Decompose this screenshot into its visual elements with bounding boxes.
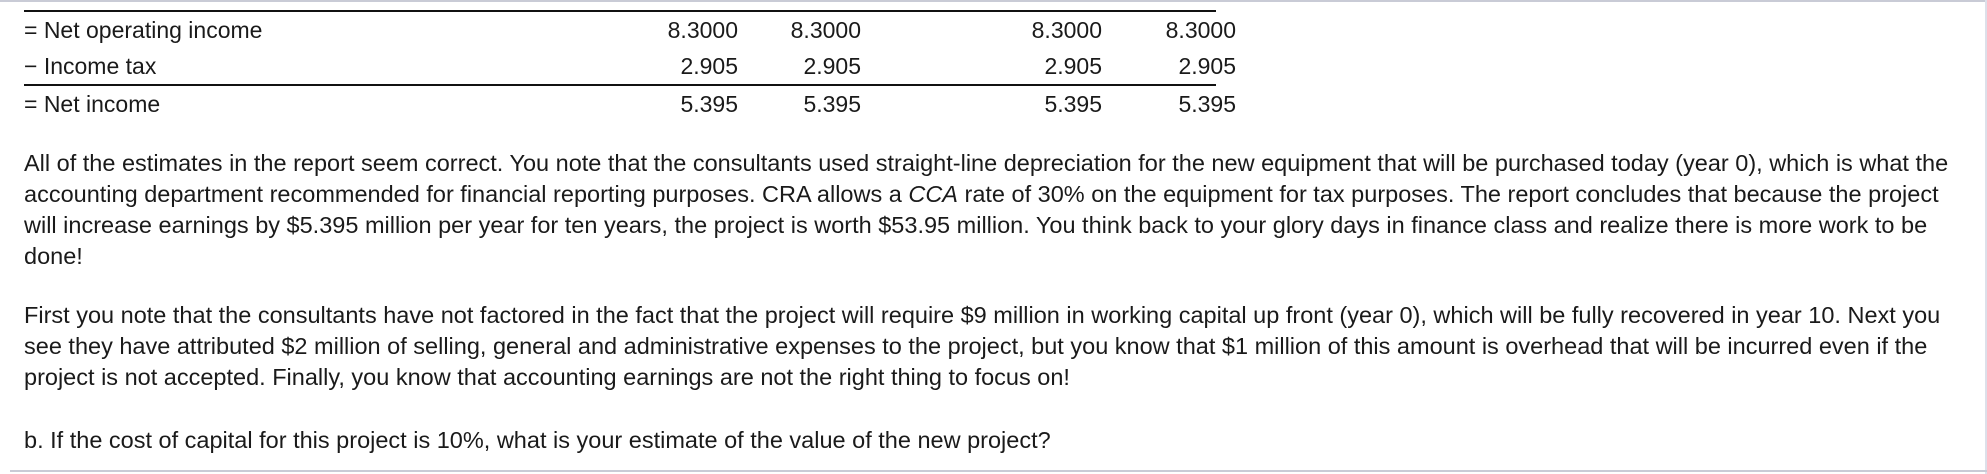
table-cell: 2.905 — [803, 53, 861, 79]
table-cell: 2.905 — [1178, 53, 1236, 79]
right-edge — [1985, 0, 1987, 474]
row-label: = Net operating income — [24, 17, 263, 43]
table-row-income-tax: − Income tax 2.905 2.905 2.905 2.905 — [24, 48, 1236, 84]
table-cell: 5.395 — [680, 91, 738, 117]
top-border — [0, 0, 1987, 2]
table-cell: 5.395 — [803, 91, 861, 117]
row-label: = Net income — [24, 91, 161, 117]
income-statement-table: = Net operating income 8.3000 8.3000 8.3… — [24, 10, 1236, 122]
table-cell: 5.395 — [1178, 91, 1236, 117]
bottom-border — [10, 470, 1987, 472]
question-b: b. If the cost of capital for this proje… — [24, 427, 1051, 453]
paragraph-text: All of the estimates in the report seem … — [24, 150, 1949, 207]
table-cell: 8.3000 — [790, 17, 861, 43]
table-cell: 2.905 — [1044, 53, 1102, 79]
table-row-net-operating-income: = Net operating income 8.3000 8.3000 8.3… — [24, 10, 1236, 48]
table-row-net-income: = Net income 5.395 5.395 5.395 5.395 — [24, 84, 1236, 122]
row-label: − Income tax — [24, 53, 157, 79]
table-cell: 8.3000 — [1031, 17, 1102, 43]
paragraph-adjustments: First you note that the consultants have… — [24, 302, 1941, 390]
paragraph-text: rate of 30% on the equipment for tax pur… — [24, 181, 1939, 269]
table-cell: 5.395 — [1044, 91, 1102, 117]
table-cell: 8.3000 — [667, 17, 738, 43]
table-cell: 8.3000 — [1165, 17, 1236, 43]
paragraph-report-review: All of the estimates in the report seem … — [24, 148, 1972, 272]
cca-term: CCA — [908, 181, 958, 207]
table-cell: 2.905 — [680, 53, 738, 79]
